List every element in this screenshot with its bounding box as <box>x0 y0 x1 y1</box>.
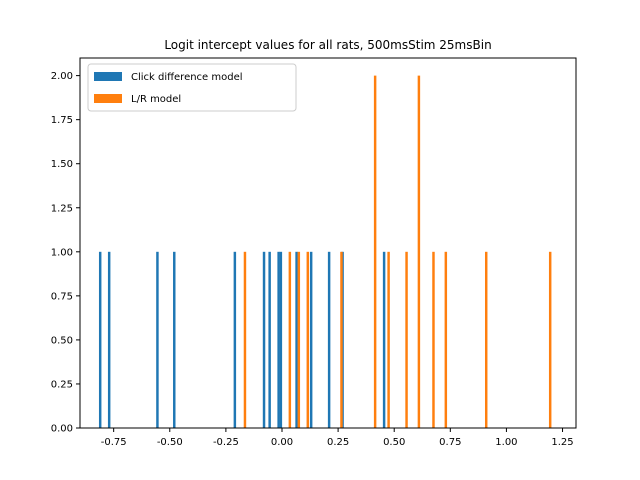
bar-series-0-5 <box>262 251 266 428</box>
plot-frame <box>79 57 577 429</box>
bar-series-1-2 <box>297 251 301 428</box>
x-tick-label-0: -0.75 <box>101 437 127 448</box>
bar-series-1-3 <box>306 251 310 428</box>
x-tick-label-5: 0.50 <box>383 437 405 448</box>
bar-series-1-11 <box>484 251 488 428</box>
bar-series-1-10 <box>444 251 448 428</box>
bar-series-1-5 <box>373 75 377 428</box>
legend-swatch-0 <box>94 72 122 81</box>
x-tick-label-7: 1.00 <box>495 437 517 448</box>
x-tick-label-8: 1.25 <box>551 437 573 448</box>
x-tick-label-3: 0.00 <box>271 437 293 448</box>
y-tick-label-5: 1.25 <box>51 203 73 214</box>
bar-series-1-9 <box>432 251 435 428</box>
legend-box <box>87 63 297 112</box>
bar-series-1-6 <box>387 251 390 428</box>
bar-series-0-2 <box>156 251 159 428</box>
bar-series-0-3 <box>173 251 176 428</box>
y-tick-label-7: 1.75 <box>51 115 73 126</box>
bar-series-1-7 <box>405 251 408 428</box>
bar-series-1-4 <box>340 251 343 428</box>
x-tick-label-4: 0.25 <box>327 437 349 448</box>
bar-series-0-4 <box>233 251 237 428</box>
y-tick-label-1: 0.25 <box>51 379 73 390</box>
y-tick-label-0: 0.00 <box>51 424 73 435</box>
bar-series-0-13 <box>382 251 386 428</box>
bar-series-1-8 <box>417 75 421 428</box>
bar-series-0-6 <box>268 251 271 428</box>
x-tick-label-1: -0.50 <box>157 437 183 448</box>
bar-series-0-1 <box>107 251 111 428</box>
bar-series-0-0 <box>98 251 102 428</box>
legend-label-0: Click difference model <box>131 72 243 83</box>
y-tick-label-8: 2.00 <box>51 71 73 82</box>
y-tick-label-3: 0.75 <box>51 291 73 302</box>
bar-series-1-1 <box>288 251 292 428</box>
y-axis-ticks: 0.00 0.25 0.50 0.75 1.00 1.25 1.50 1.75 2.00 <box>51 71 80 435</box>
bar-series-1-0 <box>243 251 247 428</box>
y-tick-label-6: 1.50 <box>51 159 73 170</box>
legend-swatch-1 <box>94 94 122 103</box>
legend: Click difference model L/R model <box>87 63 297 112</box>
chart-title: Logit intercept values for all rats, 500… <box>164 38 491 52</box>
bars-layer <box>98 75 552 428</box>
bar-series-0-9 <box>295 251 298 428</box>
y-tick-label-2: 0.50 <box>51 335 73 346</box>
legend-label-1: L/R model <box>131 94 181 105</box>
y-tick-label-4: 1.00 <box>51 247 73 258</box>
bar-series-0-10 <box>309 251 313 428</box>
bar-series-0-11 <box>327 251 331 428</box>
bar-series-0-7 <box>277 251 280 428</box>
bar-series-0-8 <box>279 251 283 428</box>
x-axis-ticks: -0.75 -0.50 -0.25 0.00 0.25 0.50 0.75 1.00 1.25 <box>101 428 574 448</box>
x-tick-label-6: 0.75 <box>439 437 461 448</box>
x-tick-label-2: -0.25 <box>213 437 239 448</box>
bar-series-1-12 <box>548 251 552 428</box>
